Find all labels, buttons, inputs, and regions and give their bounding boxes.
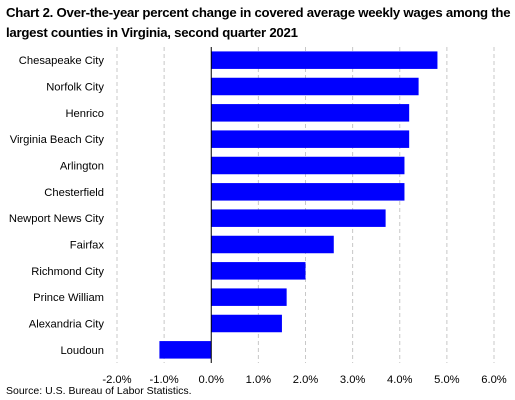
category-label: Richmond City	[31, 266, 104, 278]
bar	[211, 235, 334, 254]
category-label: Newport News City	[9, 213, 105, 225]
tick-label: 3.0%	[340, 374, 366, 386]
bar	[211, 209, 386, 227]
bar	[211, 262, 306, 280]
bar	[211, 51, 438, 69]
tick-label: 6.0%	[481, 374, 507, 386]
bar	[211, 104, 410, 122]
tick-label: -1.0%	[150, 374, 179, 386]
category-label: Chesapeake City	[19, 55, 105, 67]
tick-label: 5.0%	[434, 374, 460, 386]
category-labels: Chesapeake City Norfolk City Henrico Virgin…	[9, 55, 105, 357]
bar	[159, 341, 212, 359]
grid-lines	[116, 47, 495, 363]
bar	[211, 183, 405, 201]
category-label: Arlington	[60, 161, 104, 173]
category-label: Henrico	[65, 108, 104, 120]
category-label: Chesterfield	[44, 187, 104, 199]
bar	[211, 130, 410, 148]
tick-label: 4.0%	[387, 374, 413, 386]
category-label: Fairfax	[70, 240, 105, 252]
category-label: Virginia Beach City	[10, 134, 105, 146]
value-axis: -2.0% -1.0% 0.0% 1.0% 2.0% 3.0% 4.0% 5.0% 6.0%	[102, 47, 507, 386]
tick-label: 1.0%	[246, 374, 272, 386]
source-note: Source: U.S. Bureau of Labor Statistics.	[6, 385, 192, 397]
bar	[211, 77, 419, 96]
tick-label: 2.0%	[293, 374, 319, 386]
category-label: Norfolk City	[46, 82, 104, 94]
bar	[211, 288, 287, 306]
category-label: Loudoun	[60, 345, 104, 357]
category-label: Prince William	[33, 292, 104, 304]
bar	[211, 314, 282, 333]
bar	[211, 156, 405, 175]
tick-label: -2.0%	[102, 374, 131, 386]
bars	[159, 51, 438, 359]
tick-label: 0.0%	[199, 374, 225, 386]
category-label: Alexandria City	[29, 319, 105, 331]
chart-title: Chart 2. Over-the-year percent change in…	[6, 5, 511, 40]
